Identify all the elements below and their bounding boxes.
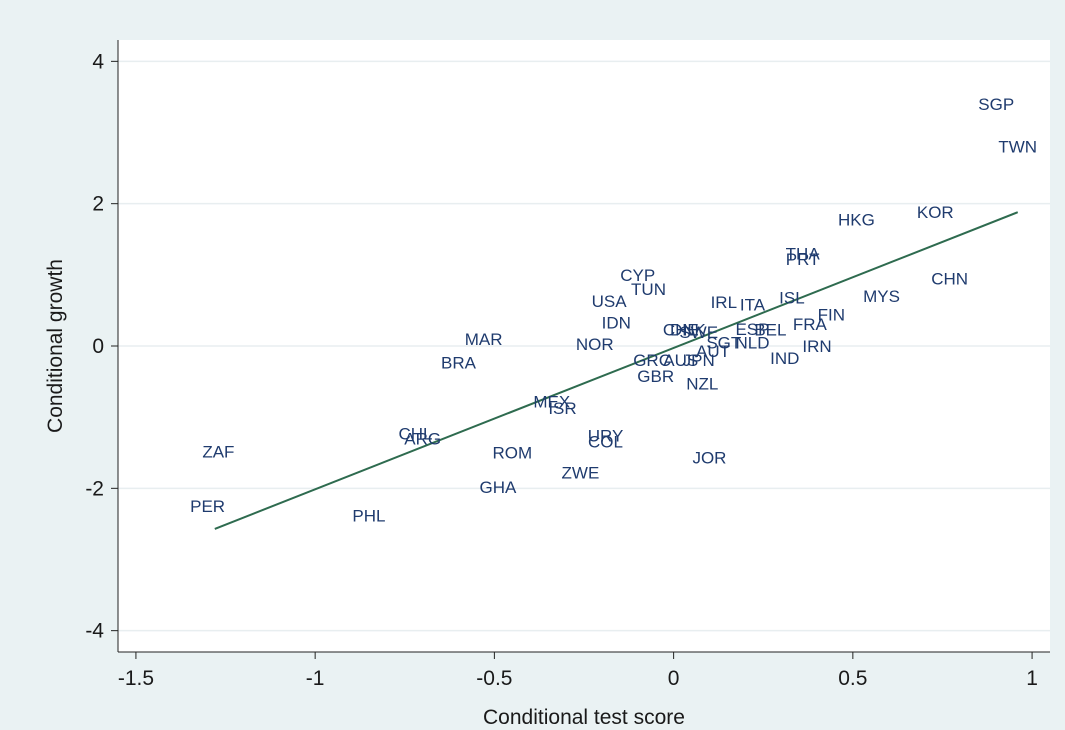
point-label-isl: ISL	[779, 289, 805, 308]
point-label-mar: MAR	[465, 330, 503, 349]
point-label-mys: MYS	[863, 287, 900, 306]
point-label-fin: FIN	[818, 306, 845, 325]
point-label-nzl: NZL	[686, 375, 718, 394]
point-label-cyp: CYP	[620, 266, 655, 285]
point-label-bel: BEL	[754, 321, 786, 340]
point-label-chl: CHL	[399, 425, 433, 444]
point-label-prt: PRT	[786, 250, 820, 269]
point-label-twn: TWN	[998, 138, 1037, 157]
point-label-hkg: HKG	[838, 210, 875, 229]
point-label-irn: IRN	[802, 337, 831, 356]
point-label-esp: ESP	[735, 320, 769, 339]
point-label-chn: CHN	[931, 269, 968, 288]
fit-line-group	[214, 211, 1019, 530]
y-tick-label: 4	[92, 50, 104, 73]
point-label-zaf: ZAF	[202, 442, 234, 461]
y-axis-title: Conditional growth	[44, 259, 67, 433]
point-label-aus: AUS	[663, 351, 698, 370]
point-label-aut: AUT	[696, 342, 730, 361]
point-label-col: COL	[588, 432, 623, 451]
point-label-rom: ROM	[492, 444, 532, 463]
point-label-irl: IRL	[711, 293, 737, 312]
point-label-jpn: JPN	[683, 351, 715, 370]
y-tick-label: 2	[92, 193, 104, 216]
point-label-phl: PHL	[352, 506, 385, 525]
point-label-grc: GRC	[633, 351, 671, 370]
point-label-dnk: DNK	[670, 321, 707, 340]
point-label-swe: SWE	[679, 323, 718, 342]
point-label-ita: ITA	[740, 296, 766, 315]
point-label-ind: IND	[770, 349, 799, 368]
point-label-per: PER	[190, 497, 225, 516]
axis-ticks: -4 -2 0 2 4 -1.5 -1 -0.5 0 0.5 1	[85, 50, 1038, 690]
point-label-idn: IDN	[602, 314, 631, 333]
point-label-gha: GHA	[480, 478, 518, 497]
x-tick-label: -1.5	[118, 667, 154, 690]
point-label-nld: NLD	[735, 333, 769, 352]
point-label-zwe: ZWE	[562, 464, 600, 483]
fit-line	[214, 211, 1019, 530]
point-label-jor: JOR	[692, 449, 726, 468]
x-tick-label: 1	[1026, 667, 1038, 690]
y-tick-label: -2	[85, 477, 104, 500]
y-tick-label: 0	[92, 335, 104, 358]
point-label-nor: NOR	[576, 335, 614, 354]
y-tick-label: -4	[85, 620, 104, 643]
point-label-gbr: GBR	[637, 367, 674, 386]
x-tick-label: -1	[306, 667, 325, 690]
point-label-tun: TUN	[631, 280, 666, 299]
point-label-sgt: SGT	[706, 333, 741, 352]
point-label-isr: ISR	[548, 399, 576, 418]
point-label-sgp: SGP	[978, 95, 1014, 114]
x-axis-title: Conditional test score	[483, 706, 685, 729]
point-label-kor: KOR	[917, 203, 954, 222]
grid-lines	[118, 60, 1050, 632]
point-label-usa: USA	[592, 292, 628, 311]
point-label-ury: URY	[588, 427, 624, 446]
point-label-bra: BRA	[441, 353, 477, 372]
point-label-arg: ARG	[404, 430, 441, 449]
point-label-mex: MEX	[533, 393, 570, 412]
point-label-che: CHE	[663, 321, 699, 340]
point-label-tha: THA	[786, 244, 821, 263]
point-label-fra: FRA	[793, 315, 828, 334]
x-tick-label: -0.5	[476, 667, 512, 690]
x-tick-label: 0	[668, 667, 680, 690]
x-tick-label: 0.5	[838, 667, 867, 690]
